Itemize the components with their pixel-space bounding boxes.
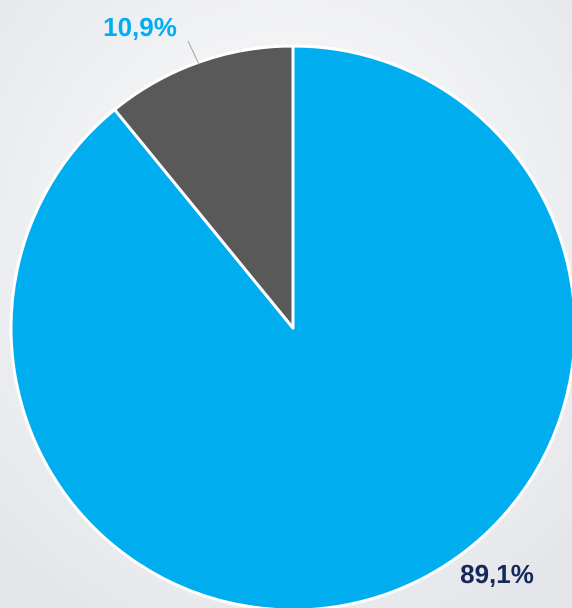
- value-label: 89,1%: [460, 559, 534, 589]
- value-label: 10,9%: [103, 12, 177, 42]
- leader-line: [187, 40, 200, 65]
